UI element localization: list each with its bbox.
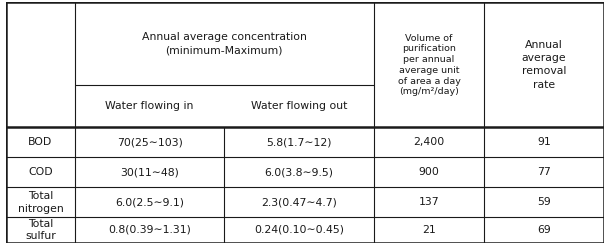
- Text: 6.0(2.5∼9.1): 6.0(2.5∼9.1): [115, 197, 184, 207]
- Text: 91: 91: [537, 137, 551, 147]
- Text: 0.24(0.10∼0.45): 0.24(0.10∼0.45): [254, 225, 344, 235]
- Text: 30(11∼48): 30(11∼48): [120, 167, 179, 177]
- Text: 6.0(3.8∼9.5): 6.0(3.8∼9.5): [265, 167, 334, 177]
- Text: 69: 69: [537, 225, 551, 235]
- Text: 137: 137: [418, 197, 439, 207]
- Text: Water flowing in: Water flowing in: [106, 101, 194, 111]
- Text: 59: 59: [537, 197, 551, 207]
- Text: Volume of
purification
per annual
average unit
of area a day
(mg/m²/day): Volume of purification per annual averag…: [398, 34, 461, 96]
- Text: 2.3(0.47∼4.7): 2.3(0.47∼4.7): [261, 197, 337, 207]
- Text: Total
sulfur: Total sulfur: [25, 219, 56, 241]
- Text: Annual average concentration
(minimum-Maximum): Annual average concentration (minimum-Ma…: [142, 32, 307, 55]
- Text: 5.8(1.7∼12): 5.8(1.7∼12): [267, 137, 332, 147]
- Text: Annual
average
removal
rate: Annual average removal rate: [522, 40, 567, 90]
- Text: COD: COD: [28, 167, 53, 177]
- Text: 77: 77: [537, 167, 551, 177]
- Text: 70(25∼103): 70(25∼103): [117, 137, 182, 147]
- Text: BOD: BOD: [28, 137, 52, 147]
- Text: 900: 900: [418, 167, 439, 177]
- Text: 21: 21: [422, 225, 436, 235]
- Text: Total
nitrogen: Total nitrogen: [18, 191, 63, 214]
- Text: Water flowing out: Water flowing out: [251, 101, 347, 111]
- Text: 2,400: 2,400: [414, 137, 445, 147]
- Text: 0.8(0.39∼1.31): 0.8(0.39∼1.31): [108, 225, 191, 235]
